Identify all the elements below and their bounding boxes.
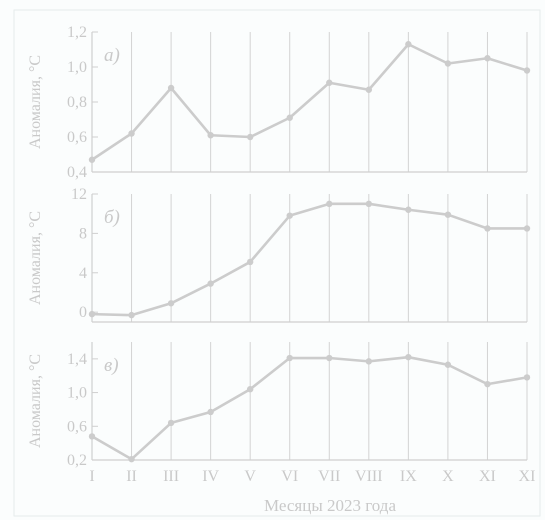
x-tick-label: VI xyxy=(281,468,298,485)
data-point xyxy=(246,133,254,141)
x-tick-label: VIII xyxy=(355,468,383,485)
y-tick-label: 1,0 xyxy=(67,385,87,402)
y-tick-label: 1,4 xyxy=(67,351,87,368)
x-axis-label: Месяцы 2023 года xyxy=(264,496,396,515)
data-point xyxy=(523,374,531,381)
x-tick-label: X xyxy=(442,468,454,485)
data-point xyxy=(365,200,373,208)
series-line xyxy=(91,355,528,461)
x-tick-label: I xyxy=(89,468,94,485)
y-axis-label: Аномалия, °С xyxy=(27,55,44,149)
panel-3: 0,2 0,6 1,0 1,4 Аномалия, °С в) xyxy=(27,342,531,469)
x-tick-label: V xyxy=(244,468,256,485)
data-point xyxy=(167,419,175,427)
data-point xyxy=(128,311,135,319)
y-tick-label: 1,0 xyxy=(67,59,87,76)
data-point xyxy=(326,79,333,86)
data-point xyxy=(246,258,254,266)
panel-1: 0,4 0,6 0,8 1,0 1,2 Аномалия, °С а) xyxy=(27,24,531,181)
x-tick-label: XI xyxy=(479,468,496,485)
data-point xyxy=(128,130,135,137)
data-point xyxy=(246,386,254,393)
series-line xyxy=(91,42,528,161)
data-point xyxy=(326,354,333,362)
x-tick-label: VII xyxy=(318,468,340,485)
y-axis-label: Аномалия, °С xyxy=(27,211,44,305)
data-point xyxy=(405,206,412,213)
data-point xyxy=(88,156,96,163)
series-line xyxy=(91,202,527,317)
data-point xyxy=(286,114,293,121)
panel-label: в) xyxy=(104,355,119,376)
data-point xyxy=(207,132,214,139)
y-tick-label: 0,6 xyxy=(67,418,87,435)
x-tick-label: XI xyxy=(519,468,536,485)
data-point xyxy=(484,380,491,388)
y-tick-label: 0 xyxy=(79,304,87,321)
data-point xyxy=(167,300,175,307)
data-point xyxy=(326,200,333,208)
y-axis-label: Аномалия, °С xyxy=(27,354,44,448)
data-point xyxy=(405,41,412,48)
x-tick-label: II xyxy=(126,468,137,485)
data-point xyxy=(484,55,491,62)
panel-label: а) xyxy=(104,45,120,66)
data-point xyxy=(88,433,96,440)
y-tick-label: 12 xyxy=(71,186,87,203)
panel-2: 0 4 8 12 Аномалия, °С б) xyxy=(27,186,531,323)
data-point xyxy=(405,353,412,361)
x-tick-label: IX xyxy=(400,468,417,485)
data-point xyxy=(365,358,373,365)
data-point xyxy=(207,280,214,287)
panel-label: б) xyxy=(104,207,120,228)
data-point xyxy=(444,60,452,67)
data-point xyxy=(207,408,214,416)
y-tick-label: 0,2 xyxy=(67,452,87,469)
data-point xyxy=(523,67,531,74)
data-point xyxy=(88,310,96,318)
y-tick-label: 4 xyxy=(79,265,87,282)
y-tick-label: 0,8 xyxy=(67,94,87,111)
data-point xyxy=(167,84,175,92)
x-tick-label: III xyxy=(163,468,179,485)
x-tick-label: IV xyxy=(202,468,219,485)
data-point xyxy=(484,225,491,232)
data-point xyxy=(286,354,293,362)
y-tick-label: 8 xyxy=(79,225,87,242)
y-tick-label: 0,6 xyxy=(67,129,87,146)
data-point xyxy=(128,455,135,463)
data-point xyxy=(523,225,531,232)
data-point xyxy=(444,361,452,368)
y-tick-label: 1,2 xyxy=(67,24,87,41)
data-point xyxy=(365,86,373,93)
data-point xyxy=(444,211,452,218)
data-point xyxy=(286,212,293,219)
y-tick-label: 0,4 xyxy=(67,164,87,181)
chart-frame xyxy=(13,9,541,517)
